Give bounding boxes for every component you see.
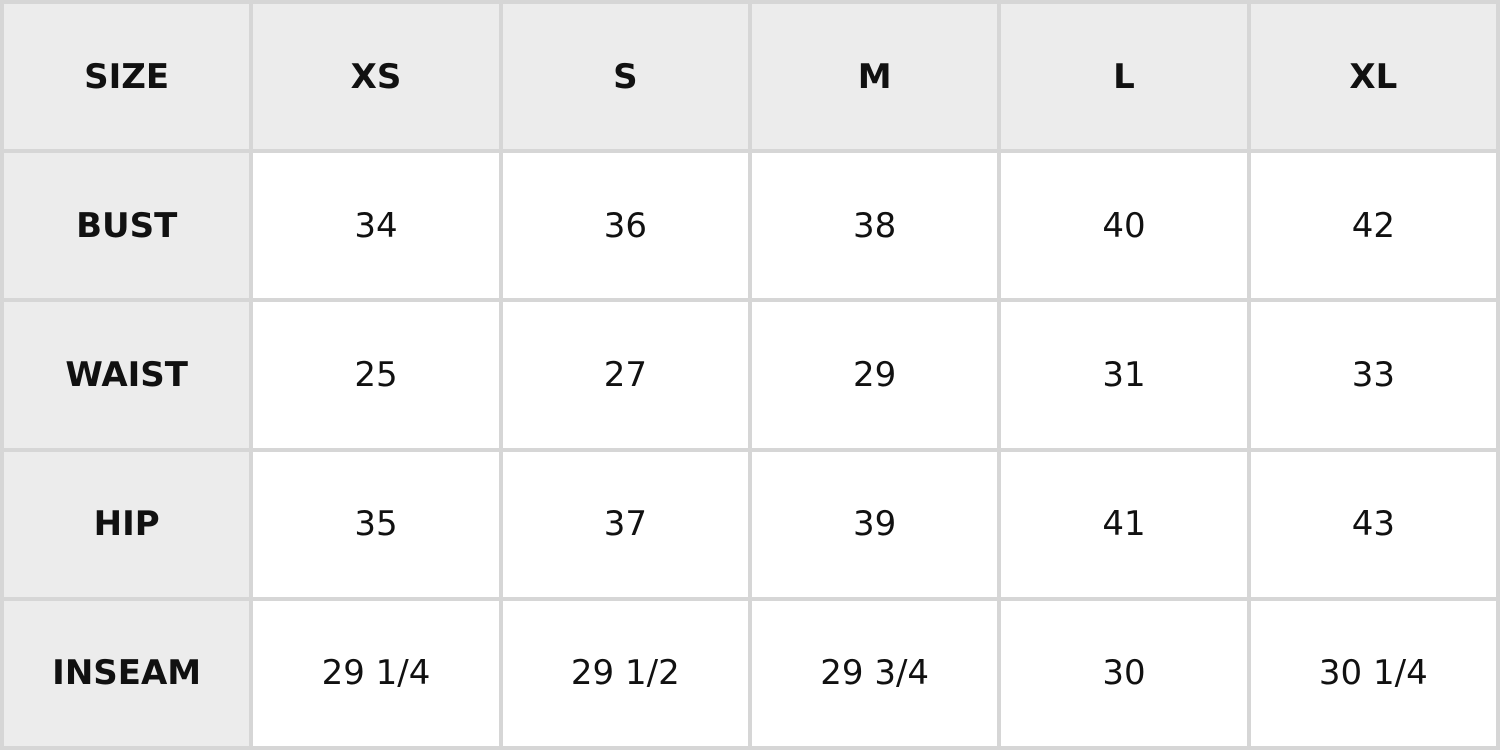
measurement-value: 35 bbox=[251, 449, 501, 599]
measurement-value: 31 bbox=[999, 300, 1249, 450]
measurement-row: WAIST 25 27 29 31 33 bbox=[2, 300, 1498, 450]
measurement-value: 34 bbox=[251, 151, 501, 301]
row-label: INSEAM bbox=[2, 598, 252, 748]
header-cell: M bbox=[749, 2, 1000, 152]
measurement-value: 41 bbox=[999, 449, 1249, 599]
header-cell: XL bbox=[1248, 2, 1498, 152]
header-cell: XS bbox=[251, 2, 501, 152]
measurement-row: BUST 34 36 38 40 42 bbox=[2, 151, 1498, 301]
measurement-value: 42 bbox=[1248, 151, 1498, 301]
header-cell: L bbox=[999, 2, 1249, 152]
measurement-value: 29 1/4 bbox=[251, 598, 501, 748]
measurement-value: 27 bbox=[500, 300, 750, 450]
header-cell: S bbox=[500, 2, 750, 152]
header-row: SIZE XS S M L XL bbox=[2, 2, 1498, 152]
measurement-value: 29 1/2 bbox=[500, 598, 750, 748]
measurement-value: 43 bbox=[1248, 449, 1498, 599]
measurement-value: 38 bbox=[749, 151, 1000, 301]
measurement-value: 29 3/4 bbox=[749, 598, 1000, 748]
measurement-value: 33 bbox=[1248, 300, 1498, 450]
row-label: WAIST bbox=[2, 300, 252, 450]
measurement-value: 29 bbox=[749, 300, 1000, 450]
measurement-row: INSEAM 29 1/4 29 1/2 29 3/4 30 30 1/4 bbox=[2, 598, 1498, 748]
header-cell: SIZE bbox=[2, 2, 252, 152]
measurement-value: 30 1/4 bbox=[1248, 598, 1498, 748]
measurement-value: 30 bbox=[999, 598, 1249, 748]
measurement-value: 36 bbox=[500, 151, 750, 301]
measurement-value: 37 bbox=[500, 449, 750, 599]
measurement-value: 40 bbox=[999, 151, 1249, 301]
measurement-row: HIP 35 37 39 41 43 bbox=[2, 449, 1498, 599]
measurement-value: 39 bbox=[749, 449, 1000, 599]
measurement-value: 25 bbox=[251, 300, 501, 450]
row-label: BUST bbox=[2, 151, 252, 301]
row-label: HIP bbox=[2, 449, 252, 599]
